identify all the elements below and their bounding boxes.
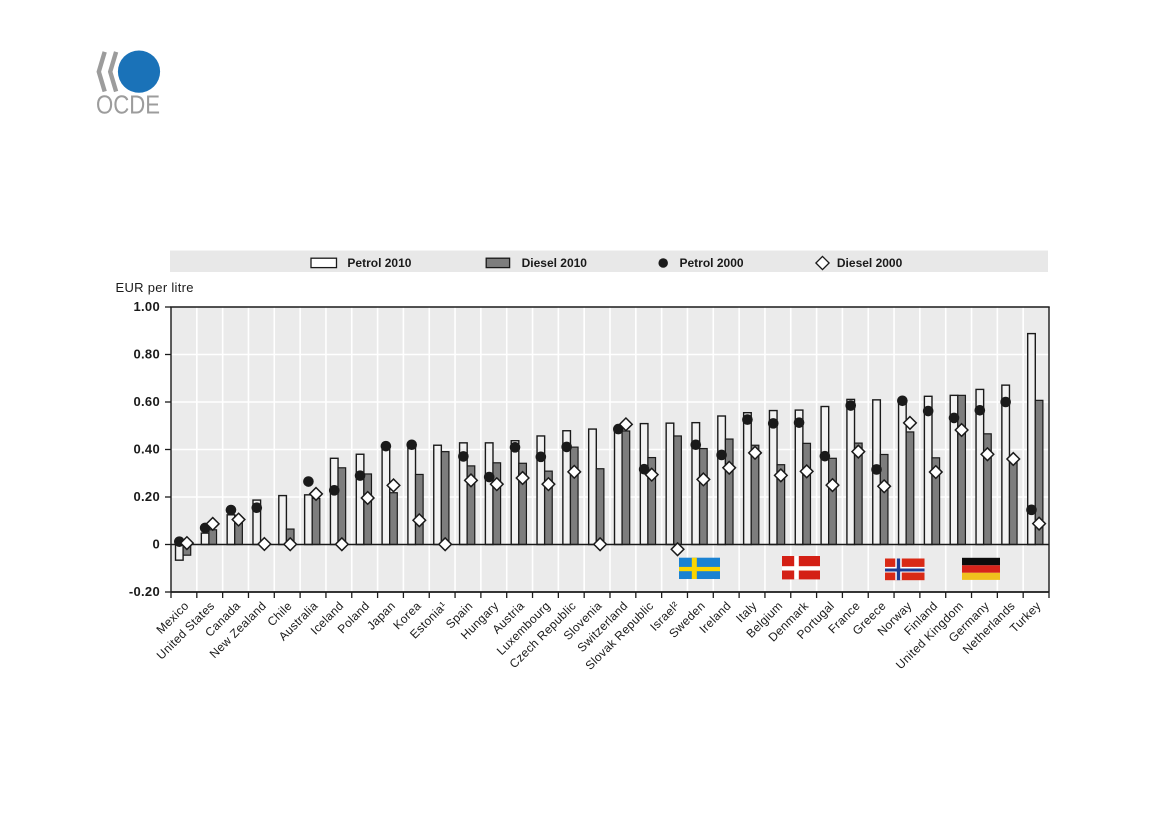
svg-text:0.40: 0.40 — [133, 441, 160, 456]
svg-text:Diesel 2010: Diesel 2010 — [522, 256, 588, 270]
svg-text:Diesel 2000: Diesel 2000 — [837, 256, 903, 270]
svg-text:Petrol 2010: Petrol 2010 — [347, 256, 411, 270]
svg-text:-0.20: -0.20 — [129, 584, 160, 599]
svg-text:0.80: 0.80 — [133, 346, 160, 361]
svg-text:EUR per litre: EUR per litre — [116, 280, 194, 295]
svg-text:0.60: 0.60 — [133, 394, 160, 409]
svg-text:OCDE: OCDE — [96, 90, 160, 120]
svg-text:0.20: 0.20 — [133, 489, 160, 504]
svg-text:Petrol 2000: Petrol 2000 — [680, 256, 744, 270]
svg-text:0: 0 — [152, 536, 160, 551]
svg-text:1.00: 1.00 — [133, 299, 160, 314]
